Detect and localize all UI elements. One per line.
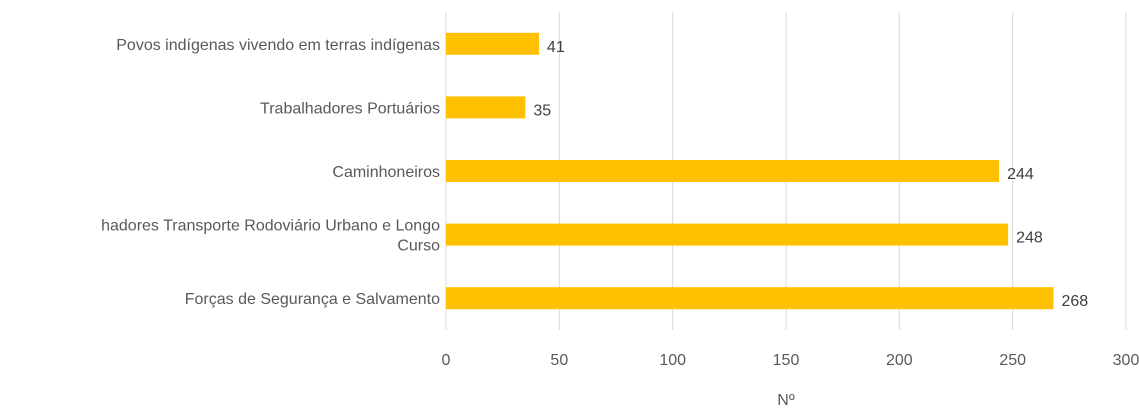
bar [446,32,539,55]
x-tick-label: 150 [773,352,800,369]
x-tick-label: 200 [886,352,913,369]
bar [446,223,1009,246]
category-label: hadores Transporte Rodoviário Urbano e L… [101,218,440,235]
bar [446,160,1000,182]
x-tick-label: 250 [999,352,1026,369]
x-axis-tick-labels: 0 50 100 150 200 250 300 [442,352,1139,369]
bars [446,32,1054,310]
data-labels: 41 35 244 248 268 [533,39,1088,310]
category-label: Caminhoneiros [332,164,440,181]
category-label: Trabalhadores Portuários [260,100,440,117]
data-label: 41 [547,39,565,56]
category-labels: Povos indígenas vivendo em terras indíge… [101,37,440,308]
category-label: Curso [397,238,440,255]
bar [446,287,1054,310]
x-tick-label: 0 [442,352,451,369]
bar [446,96,526,119]
x-tick-label: 50 [550,352,568,369]
data-label: 244 [1007,166,1034,183]
data-label: 35 [533,102,551,119]
x-axis-title: Nº [777,392,795,409]
category-label: Povos indígenas vivendo em terras indíge… [116,37,440,54]
data-label: 268 [1061,293,1088,310]
x-tick-label: 300 [1113,352,1139,369]
category-label: Forças de Segurança e Salvamento [185,291,440,308]
data-label: 248 [1016,230,1043,247]
x-tick-label: 100 [659,352,686,369]
